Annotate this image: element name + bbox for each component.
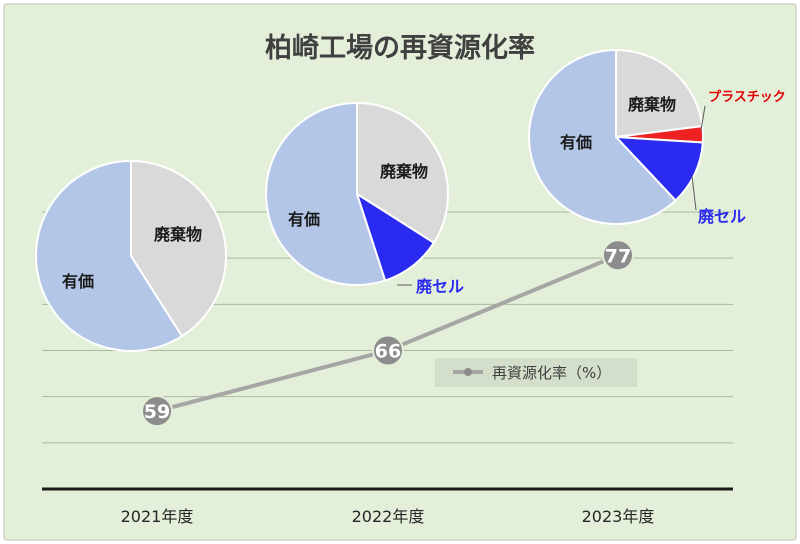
data-point [372, 334, 404, 367]
pie-slice-label: 有価 [62, 272, 94, 291]
pie-slice [528, 48, 677, 225]
pie-slice [615, 48, 704, 139]
pie-slice-label: 廃棄物 [628, 95, 676, 114]
pie-slice-label: プラスチック [708, 90, 786, 105]
chart-title: 柏崎工場の再資源化率 [265, 32, 535, 64]
data-label: 66 [375, 341, 401, 363]
pie-slice-label: 廃棄物 [380, 162, 428, 181]
x-axis-ticks: 2021年度 2022年度 2023年度 [121, 507, 655, 526]
legend-marker-swatch [464, 368, 472, 376]
pie-leader-line [691, 175, 697, 211]
pie-slice-label: 有価 [560, 133, 592, 152]
legend: 再資源化率（%） [435, 358, 637, 387]
pie-slice-label: 廃棄物 [154, 225, 202, 244]
pie-slice-label: 廃セル [416, 277, 464, 296]
data-label: 59 [144, 401, 170, 423]
pie-slice-label: 有価 [288, 210, 320, 229]
legend-label: 再資源化率（%） [492, 364, 611, 382]
data-point [602, 239, 634, 272]
pie-slice [613, 135, 704, 202]
pie-slice-label: 廃セル [698, 207, 746, 226]
x-tick-label: 2023年度 [582, 507, 655, 526]
data-label: 77 [605, 245, 631, 267]
x-tick-label: 2021年度 [121, 507, 194, 526]
x-tick-label: 2022年度 [352, 507, 425, 526]
data-point [141, 395, 173, 428]
pie-slice [265, 101, 387, 286]
series-line: 59 66 77 [141, 239, 634, 428]
pie-slice [35, 159, 184, 352]
pie-leader-line [700, 105, 706, 131]
